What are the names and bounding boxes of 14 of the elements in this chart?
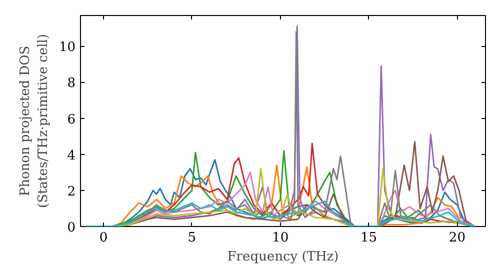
y-tick-label: 6 — [67, 112, 76, 128]
y-tick-label: 2 — [67, 184, 76, 200]
y-tick-label: 8 — [67, 76, 76, 92]
x-tick-label: 0 — [99, 230, 108, 246]
x-tick-label: 20 — [448, 230, 466, 246]
y-tick-label: 4 — [67, 148, 76, 164]
x-tick-label: 5 — [188, 230, 196, 246]
x-tick-label: 15 — [360, 230, 378, 246]
x-axis-title: Frequency (THz) — [227, 250, 339, 264]
y-tick-label: 10 — [58, 40, 76, 56]
y-tick-label: 0 — [67, 220, 76, 236]
line-series — [85, 200, 476, 226]
y-axis-title: Phonon projected DOS (States/THz·primitive cell) — [18, 34, 51, 208]
x-tick-label: 10 — [272, 230, 289, 246]
